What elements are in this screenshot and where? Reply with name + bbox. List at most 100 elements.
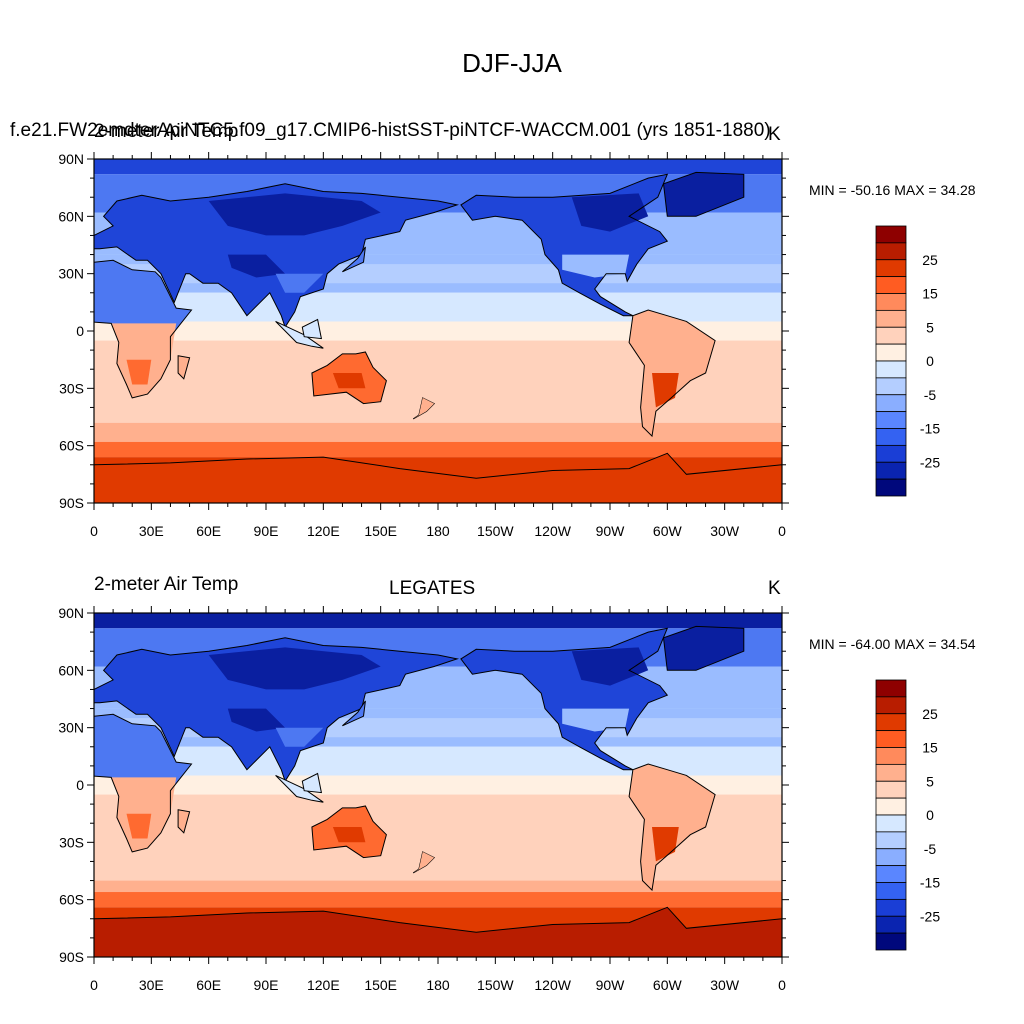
- colorbar-swatch: [875, 763, 907, 782]
- temperature-band: [94, 880, 782, 893]
- australia-coastline: [311, 351, 387, 405]
- temperature-band: [94, 775, 782, 795]
- antarctica-coastline: [94, 906, 782, 957]
- colorbar-swatch: [875, 478, 907, 497]
- colorbar-swatch: [875, 360, 907, 379]
- colorbar-swatch: [875, 259, 907, 278]
- lon-label: 60W: [653, 977, 683, 993]
- temperature-band: [94, 292, 782, 322]
- lon-label: 120E: [307, 523, 340, 539]
- lat-label: 60S: [59, 438, 84, 454]
- island-coastline: [275, 774, 324, 803]
- south-america-coastline: [628, 309, 716, 438]
- lon-label: 180: [426, 523, 450, 539]
- panel-1-min-max: MIN = -50.16 MAX = 34.28: [809, 182, 976, 198]
- australia-coastline: [311, 805, 387, 859]
- lon-label: 60W: [653, 523, 683, 539]
- colorbar-label: 15: [922, 740, 938, 756]
- colorbar-swatch: [875, 814, 907, 833]
- colorbar-swatch: [875, 343, 907, 362]
- colorbar-swatch: [875, 865, 907, 883]
- colorbar-label: 25: [922, 252, 938, 268]
- colorbar-swatch: [875, 411, 907, 429]
- africa-south-hot: [126, 813, 152, 839]
- colorbar-swatch: [875, 377, 907, 396]
- lon-label: 150W: [477, 523, 514, 539]
- usa-south: [562, 254, 630, 278]
- panel-1-left-title: 2-meter Air Temp: [94, 121, 238, 142]
- panel-1-units: K: [768, 124, 781, 145]
- island-coastline: [301, 318, 323, 340]
- china-south: [275, 273, 324, 293]
- colorbar-swatch: [875, 696, 907, 715]
- colorbar-label: 5: [926, 773, 934, 789]
- lon-label: 90W: [596, 523, 626, 539]
- island-coastline: [301, 772, 323, 794]
- colorbar-label: -15: [920, 875, 940, 891]
- island: [275, 775, 324, 803]
- colorbar-label: 0: [926, 353, 934, 369]
- canada-cold-core: [571, 647, 649, 686]
- colorbar-label: -25: [920, 454, 940, 470]
- lat-label: 90S: [59, 949, 84, 965]
- eurasia-landmass: [94, 183, 458, 328]
- lon-label: 180: [426, 977, 450, 993]
- island-coastline: [342, 700, 366, 727]
- colorbar-label: 5: [926, 319, 934, 335]
- lat-label: 90N: [58, 605, 84, 621]
- colorbar-swatch: [875, 276, 907, 294]
- lat-label: 30S: [59, 834, 84, 850]
- colorbar-swatch: [875, 915, 907, 934]
- usa-south: [562, 708, 630, 732]
- south-america-hot-core: [652, 827, 679, 862]
- colorbar-1: 25 15 5 0 -5 -15 -25: [875, 225, 940, 497]
- greenland: [663, 626, 744, 671]
- colorbar-label: -5: [924, 387, 937, 403]
- island-coastline: [342, 246, 366, 273]
- lat-label: 0: [76, 777, 84, 793]
- africa-coastline: [94, 713, 193, 853]
- madagascar: [178, 355, 190, 379]
- colorbar-swatch: [875, 747, 907, 765]
- panel-2-min-max: MIN = -64.00 MAX = 34.54: [809, 636, 976, 652]
- colorbar-swatch: [875, 461, 907, 480]
- colorbar-swatch: [875, 242, 907, 261]
- island: [275, 321, 324, 349]
- colorbar-swatch: [875, 326, 907, 345]
- colorbar-swatch: [875, 225, 907, 244]
- lon-label: 90E: [254, 523, 279, 539]
- greenland-coastline: [662, 171, 745, 217]
- lat-label: 0: [76, 323, 84, 339]
- panel-2-center-title: LEGATES: [389, 578, 476, 599]
- colorbar-label: 25: [922, 706, 938, 722]
- canada-cold-core: [571, 193, 649, 232]
- colorbar-swatch: [875, 848, 907, 867]
- greenland: [663, 172, 744, 217]
- africa-south-hot: [126, 359, 152, 385]
- island-coastline: [275, 320, 324, 349]
- colorbar-swatch: [875, 394, 907, 413]
- eurasia-coastline: [94, 183, 460, 329]
- lon-label: 150W: [477, 977, 514, 993]
- lon-label: 0: [90, 977, 98, 993]
- colorbar-swatch: [875, 780, 907, 799]
- colorbar-swatch: [875, 444, 907, 463]
- colorbar-swatch: [875, 293, 907, 311]
- colorbar-swatch: [875, 797, 907, 816]
- colorbar-swatch: [875, 831, 907, 850]
- lon-label: 0: [778, 977, 786, 993]
- lon-label: 120E: [307, 977, 340, 993]
- island: [342, 246, 366, 272]
- madagascar-coastline: [177, 809, 191, 834]
- madagascar: [178, 809, 190, 833]
- greenland-coastline: [662, 625, 745, 671]
- colorbar-label: -25: [920, 908, 940, 924]
- china-south: [275, 727, 324, 747]
- colorbar-swatch: [875, 428, 907, 446]
- lon-label: 120W: [534, 523, 571, 539]
- africa-coastline: [94, 259, 193, 399]
- colorbar-2: 25 15 5 0 -5 -15 -25: [875, 679, 940, 951]
- colorbar-swatch: [875, 730, 907, 748]
- temperature-band: [94, 892, 782, 908]
- siberia-cold-core: [208, 193, 381, 236]
